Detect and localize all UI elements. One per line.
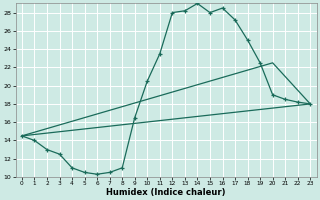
X-axis label: Humidex (Indice chaleur): Humidex (Indice chaleur) bbox=[106, 188, 226, 197]
